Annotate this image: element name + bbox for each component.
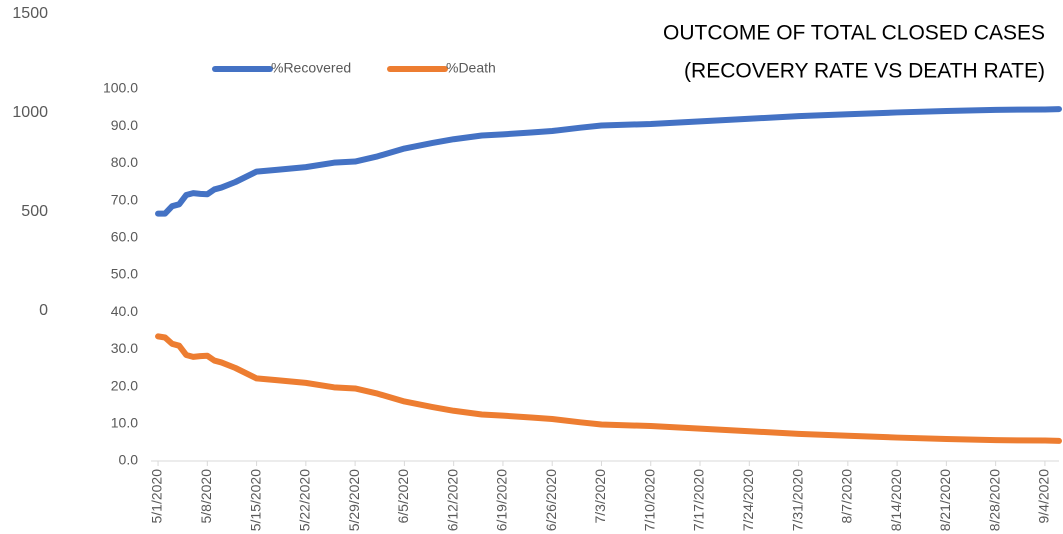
x-tick-label: 8/28/2020 <box>986 469 1002 531</box>
line-series <box>155 106 1062 217</box>
x-tick-label: 6/12/2020 <box>444 469 460 531</box>
y-tick-label: 100.0 <box>103 80 138 96</box>
chart-subtitle: (RECOVERY RATE VS DEATH RATE) <box>684 60 1045 83</box>
x-tick-label: 8/7/2020 <box>839 469 855 524</box>
x-tick-label: 7/3/2020 <box>592 469 608 524</box>
y2-tick-label: 0 <box>39 302 48 319</box>
x-tick-label: 5/29/2020 <box>346 469 362 531</box>
y-tick-label: 80.0 <box>111 154 138 170</box>
y-tick-label: 40.0 <box>111 303 138 319</box>
legend-label: %Death <box>446 60 496 76</box>
y-tick-label: 10.0 <box>111 415 138 431</box>
y2-tick-label: 500 <box>21 203 48 220</box>
y-tick-label: 30.0 <box>111 340 138 356</box>
x-tick-label: 8/14/2020 <box>888 469 904 531</box>
x-tick-label: 7/24/2020 <box>740 469 756 531</box>
y-tick-label: 60.0 <box>111 229 138 245</box>
legend-label: %Recovered <box>271 60 351 76</box>
x-tick-label: 8/21/2020 <box>937 469 953 531</box>
x-tick-label: 6/26/2020 <box>543 469 559 531</box>
x-tick-label: 5/8/2020 <box>198 469 214 524</box>
x-tick-label: 5/15/2020 <box>247 469 263 531</box>
x-tick-label: 5/1/2020 <box>149 469 165 524</box>
y-tick-label: 20.0 <box>111 377 138 393</box>
x-tick-label: 7/17/2020 <box>691 469 707 531</box>
x-tick-label: 5/22/2020 <box>297 469 313 531</box>
x-tick-label: 7/10/2020 <box>641 469 657 531</box>
y-tick-label: 70.0 <box>111 191 138 207</box>
x-tick-label: 9/4/2020 <box>1036 469 1052 524</box>
line-series <box>155 333 1062 444</box>
y2-tick-label: 1500 <box>12 5 48 22</box>
x-tick-label: 7/31/2020 <box>789 469 805 531</box>
y-tick-label: 50.0 <box>111 266 138 282</box>
x-tick-label: 6/5/2020 <box>395 469 411 524</box>
y2-tick-label: 1000 <box>12 104 48 121</box>
y-tick-label: 0.0 <box>119 452 139 468</box>
x-tick-label: 6/19/2020 <box>494 469 510 531</box>
y-tick-label: 90.0 <box>111 117 138 133</box>
chart-title: OUTCOME OF TOTAL CLOSED CASES <box>663 22 1045 45</box>
